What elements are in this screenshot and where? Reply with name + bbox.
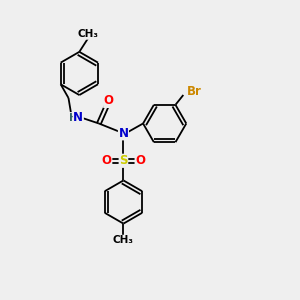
Text: O: O xyxy=(102,154,112,167)
Text: Br: Br xyxy=(187,85,202,98)
Text: H: H xyxy=(69,112,78,123)
Text: S: S xyxy=(119,154,128,167)
Text: O: O xyxy=(135,154,145,167)
Text: N: N xyxy=(73,111,83,124)
Text: CH₃: CH₃ xyxy=(113,235,134,245)
Text: O: O xyxy=(104,94,114,107)
Text: N: N xyxy=(118,127,128,140)
Text: CH₃: CH₃ xyxy=(78,29,99,39)
